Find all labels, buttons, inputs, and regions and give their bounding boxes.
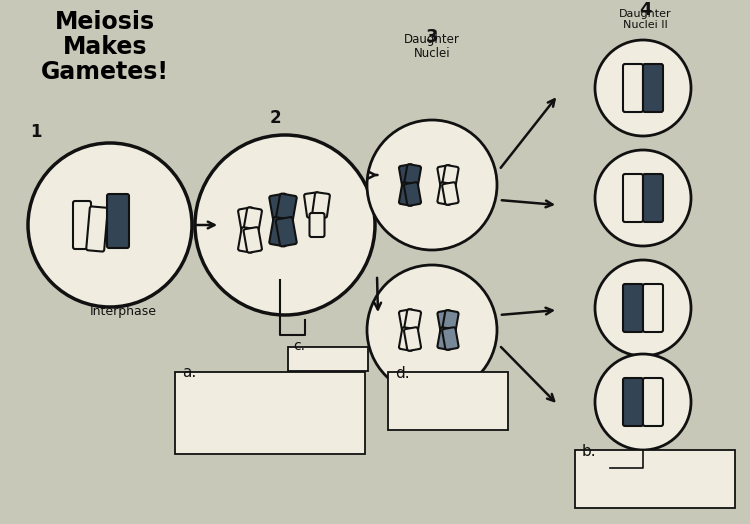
FancyBboxPatch shape bbox=[399, 309, 416, 333]
FancyBboxPatch shape bbox=[442, 328, 458, 350]
FancyBboxPatch shape bbox=[643, 284, 663, 332]
FancyBboxPatch shape bbox=[442, 310, 458, 333]
FancyBboxPatch shape bbox=[437, 310, 454, 333]
FancyBboxPatch shape bbox=[623, 378, 643, 426]
FancyBboxPatch shape bbox=[276, 217, 297, 246]
Text: 1: 1 bbox=[30, 123, 41, 141]
FancyBboxPatch shape bbox=[269, 217, 290, 246]
FancyBboxPatch shape bbox=[244, 227, 262, 253]
FancyBboxPatch shape bbox=[276, 194, 297, 223]
FancyBboxPatch shape bbox=[404, 164, 421, 188]
FancyBboxPatch shape bbox=[404, 328, 421, 351]
Circle shape bbox=[367, 265, 497, 395]
FancyBboxPatch shape bbox=[399, 164, 416, 188]
FancyBboxPatch shape bbox=[437, 328, 454, 350]
FancyBboxPatch shape bbox=[73, 201, 91, 249]
Circle shape bbox=[595, 150, 691, 246]
FancyBboxPatch shape bbox=[404, 309, 421, 333]
Circle shape bbox=[195, 135, 375, 315]
FancyBboxPatch shape bbox=[304, 192, 322, 217]
Text: Daughter
Nuclei: Daughter Nuclei bbox=[404, 33, 460, 60]
FancyBboxPatch shape bbox=[312, 192, 330, 217]
FancyBboxPatch shape bbox=[442, 182, 458, 205]
FancyBboxPatch shape bbox=[437, 182, 454, 205]
FancyBboxPatch shape bbox=[269, 194, 290, 223]
Text: c.: c. bbox=[293, 339, 305, 353]
Circle shape bbox=[595, 260, 691, 356]
Text: Meiosis
Makes
Gametes!: Meiosis Makes Gametes! bbox=[41, 10, 169, 84]
Text: Interphase: Interphase bbox=[90, 305, 157, 318]
Text: b.: b. bbox=[582, 444, 597, 459]
FancyBboxPatch shape bbox=[238, 227, 256, 253]
FancyBboxPatch shape bbox=[643, 378, 663, 426]
FancyBboxPatch shape bbox=[643, 64, 663, 112]
Text: Daughter
Nuclei II: Daughter Nuclei II bbox=[619, 9, 671, 30]
FancyBboxPatch shape bbox=[623, 284, 643, 332]
Circle shape bbox=[595, 354, 691, 450]
Circle shape bbox=[28, 143, 192, 307]
FancyBboxPatch shape bbox=[442, 165, 458, 188]
Circle shape bbox=[595, 40, 691, 136]
Bar bbox=[288, 347, 368, 371]
Circle shape bbox=[367, 120, 497, 250]
FancyBboxPatch shape bbox=[404, 182, 421, 206]
FancyBboxPatch shape bbox=[623, 174, 643, 222]
FancyBboxPatch shape bbox=[399, 182, 416, 206]
Text: 4: 4 bbox=[639, 1, 651, 19]
Bar bbox=[175, 372, 365, 454]
FancyBboxPatch shape bbox=[643, 174, 663, 222]
FancyBboxPatch shape bbox=[244, 208, 262, 233]
FancyBboxPatch shape bbox=[310, 213, 325, 237]
Bar bbox=[575, 450, 735, 508]
FancyBboxPatch shape bbox=[107, 194, 129, 248]
Bar bbox=[388, 372, 508, 430]
Text: a.: a. bbox=[182, 365, 196, 380]
Text: 2: 2 bbox=[270, 109, 282, 127]
FancyBboxPatch shape bbox=[437, 165, 454, 188]
FancyBboxPatch shape bbox=[623, 64, 643, 112]
Text: 3: 3 bbox=[426, 28, 438, 46]
FancyBboxPatch shape bbox=[399, 328, 416, 351]
FancyBboxPatch shape bbox=[86, 206, 108, 252]
FancyBboxPatch shape bbox=[238, 208, 256, 233]
Text: d.: d. bbox=[395, 366, 410, 381]
